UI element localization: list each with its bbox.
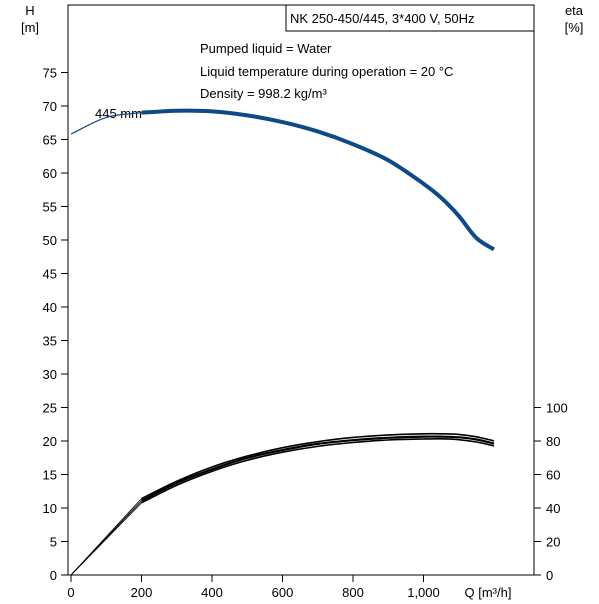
efficiency-curve-thin-segment-3 (70, 502, 142, 576)
left-tick-label: 5 (50, 535, 57, 550)
left-tick-label: 35 (43, 334, 57, 349)
head-curve-thin-segment (70, 112, 142, 135)
right-tick-label: 100 (546, 401, 568, 416)
chart-title: NK 250-450/445, 3*400 V, 50Hz (290, 11, 475, 26)
right-tick-label: 40 (546, 501, 560, 516)
efficiency-curve-1 (141, 432, 495, 500)
right-tick-label: 60 (546, 468, 560, 483)
x-tick-label: 200 (131, 585, 153, 600)
right-axis-label-unit: [%] (565, 20, 584, 35)
series-layer (70, 108, 496, 576)
efficiency-curve-3 (141, 437, 495, 504)
head-curve-445mm (141, 108, 496, 252)
left-tick-label: 70 (43, 99, 57, 114)
x-axis-ticks: 0 200 400 600 800 1,000 (67, 575, 440, 600)
left-tick-label: 65 (43, 133, 57, 148)
left-tick-label: 20 (43, 434, 57, 449)
left-tick-label: 50 (43, 233, 57, 248)
left-axis-label-unit: [m] (21, 20, 39, 35)
info-line-temperature: Liquid temperature during operation = 20… (200, 64, 453, 79)
x-tick-label: 600 (272, 585, 294, 600)
info-line-liquid: Pumped liquid = Water (200, 41, 332, 56)
right-tick-label: 20 (546, 535, 560, 550)
left-axis-ticks: 0 5 10 15 20 25 30 35 40 45 50 55 60 65 70 75 (43, 66, 68, 583)
left-tick-label: 15 (43, 468, 57, 483)
left-tick-label: 45 (43, 267, 57, 282)
x-tick-label: 1,000 (407, 585, 440, 600)
x-axis-label: Q [m³/h] (465, 585, 512, 600)
left-tick-label: 40 (43, 300, 57, 315)
right-axis-ticks: 0 20 40 60 80 100 (534, 401, 568, 583)
left-tick-label: 0 (50, 568, 57, 583)
x-tick-label: 800 (342, 585, 364, 600)
left-tick-label: 60 (43, 166, 57, 181)
left-tick-label: 10 (43, 501, 57, 516)
right-tick-label: 80 (546, 434, 560, 449)
left-tick-label: 30 (43, 367, 57, 382)
left-tick-label: 55 (43, 200, 57, 215)
plot-frame (67, 4, 535, 576)
left-tick-label: 25 (43, 401, 57, 416)
left-axis-label-symbol: H (25, 3, 34, 18)
x-tick-label: 0 (67, 585, 74, 600)
efficiency-curve-2 (141, 435, 495, 502)
title-box (285, 4, 535, 32)
left-tick-label: 75 (43, 66, 57, 81)
right-axis-label-symbol: eta (565, 3, 584, 18)
info-line-density: Density = 998.2 kg/m³ (200, 86, 327, 101)
right-tick-label: 0 (546, 568, 553, 583)
x-tick-label: 400 (201, 585, 223, 600)
